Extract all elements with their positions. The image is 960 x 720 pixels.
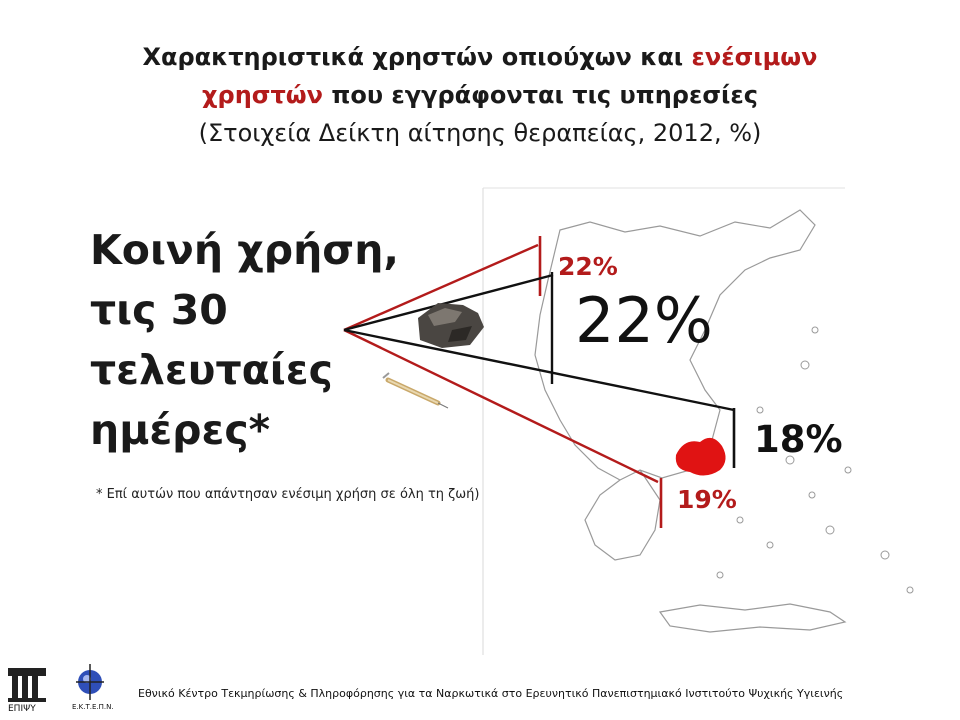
title-line-2: χρηστών που εγγράφονται τις υπηρεσίες	[0, 76, 960, 114]
title-subtitle: (Στοιχεία Δείκτη αίτησης θεραπείας, 2012…	[198, 119, 762, 147]
usage-heading-line-2: τις 30	[90, 286, 228, 334]
title-line-1-text: Χαρακτηριστικά χρηστών οπιούχων και	[142, 43, 692, 71]
title-line-2-text: που εγγράφονται τις υπηρεσίες	[323, 81, 758, 109]
title-line-2-highlight: χρηστών	[202, 81, 324, 109]
title-line-1-highlight: ενέσιμων	[691, 43, 818, 71]
injecting-users-label-top: 22%	[558, 252, 618, 281]
footnote: * Επί αυτών που απάντησαν ενέσιμη χρήση …	[96, 487, 480, 502]
opioid-users-label-attica: 18%	[754, 418, 843, 461]
usage-heading-line-4: ημέρες*	[90, 406, 271, 454]
syringe-icon	[382, 372, 449, 409]
usage-heading: Κοινή χρήση, τις 30 τελευταίες ημέρες*	[90, 220, 399, 460]
attica-region-marker	[675, 437, 726, 476]
ektepn-logo-text: Ε.Κ.Τ.Ε.Π.Ν.	[72, 703, 114, 711]
heroin-rock-icon	[418, 303, 484, 348]
footer-text: Εθνικό Κέντρο Τεκμηρίωσης & Πληροφόρησης…	[138, 687, 844, 700]
usage-heading-line-1: Κοινή χρήση,	[90, 226, 399, 274]
epipsy-logo-text: ΕΠΙΨΥ	[8, 704, 36, 714]
title-line-1: Χαρακτηριστικά χρηστών οπιούχων και ενέσ…	[0, 38, 960, 76]
injecting-users-label-attica: 19%	[677, 485, 737, 514]
opioid-users-label-big: 22%	[575, 284, 713, 357]
slide-title: Χαρακτηριστικά χρηστών οπιούχων και ενέσ…	[0, 38, 960, 152]
usage-heading-line-3: τελευταίες	[90, 346, 333, 394]
